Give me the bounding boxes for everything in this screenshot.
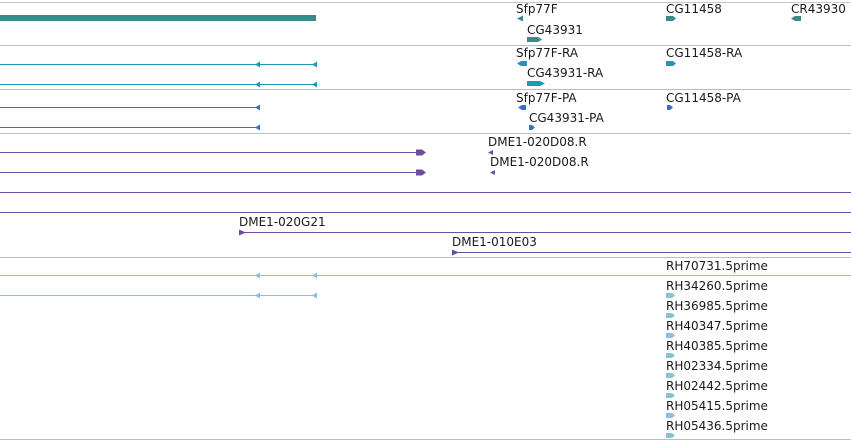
cdna-track: RH70731.5prime RH34260.5prime RH36985.5p… [0, 259, 851, 438]
transcript-exon-marker [312, 81, 317, 88]
cdna-exon-marker [255, 272, 260, 279]
probe-end-marker [416, 149, 426, 156]
probe-end-marker [416, 169, 426, 176]
transcript-label-cg11458-ra: CG11458-RA [666, 46, 743, 60]
cdna-feature[interactable] [666, 393, 675, 398]
protein-feature-cg43931-pa[interactable] [529, 125, 535, 130]
gene-label-cg43931: CG43931 [527, 23, 583, 37]
protein-feature-cg11458-pa[interactable] [667, 105, 673, 110]
transcript-track: Sfp77F-RA CG43931-RA CG11458-RA [0, 46, 743, 88]
gene-track: Sfp77F CG43931 CG11458 CR43930 [0, 2, 846, 42]
protein-label-cg43931-pa: CG43931-PA [529, 111, 605, 125]
probe-label-dme1-020d08-r-2: DME1-020D08.R [490, 155, 589, 169]
cdna-label: RH34260.5prime [666, 279, 768, 293]
cdna-label: RH05436.5prime [666, 419, 768, 433]
protein-feature-sfp77f-pa[interactable] [518, 105, 526, 110]
probe-feature[interactable] [490, 170, 495, 175]
cdna-feature[interactable] [666, 413, 675, 418]
transcript-feature-cg11458-ra[interactable] [666, 61, 676, 66]
probe-label-dme1-010e03: DME1-010E03 [452, 235, 537, 249]
protein-track: Sfp77F-PA CG43931-PA CG11458-PA [0, 91, 742, 131]
cdna-exon-marker [255, 292, 260, 299]
protein-exon-marker [255, 124, 260, 131]
cdna-exon-marker [312, 292, 317, 299]
gene-feature-cg11458[interactable] [666, 16, 676, 21]
transcript-exon-marker [255, 61, 260, 68]
gene-label-sfp77f: Sfp77F [516, 2, 558, 16]
cdna-label: RH05415.5prime [666, 399, 768, 413]
gene-feature-cr43930[interactable] [791, 16, 801, 21]
gene-label-cg11458: CG11458 [666, 2, 722, 16]
probe-label-dme1-020g21: DME1-020G21 [239, 215, 326, 229]
transcript-label-sfp77f-ra: Sfp77F-RA [516, 46, 579, 60]
cdna-feature[interactable] [666, 353, 675, 358]
gene-feature[interactable] [0, 15, 316, 21]
cdna-label: RH02442.5prime [666, 379, 768, 393]
probe-start-marker [452, 249, 459, 256]
gene-feature-cg43931[interactable] [527, 37, 542, 42]
cdna-label: RH40385.5prime [666, 339, 768, 353]
cdna-exon-marker [312, 272, 317, 279]
cdna-feature[interactable] [666, 293, 675, 298]
gene-feature-sfp77f[interactable] [517, 15, 523, 22]
protein-label-sfp77f-pa: Sfp77F-PA [516, 91, 577, 105]
probe-track: DME1-020D08.R DME1-020D08.R DME1-020G21 … [0, 135, 851, 256]
cdna-feature[interactable] [666, 333, 675, 338]
protein-exon-marker [255, 104, 260, 111]
probe-label-dme1-020d08-r: DME1-020D08.R [488, 135, 587, 149]
cdna-feature[interactable] [666, 373, 675, 378]
cdna-label: RH02334.5prime [666, 359, 768, 373]
protein-label-cg11458-pa: CG11458-PA [666, 91, 742, 105]
probe-feature[interactable] [488, 150, 493, 155]
cdna-label: RH40347.5prime [666, 319, 768, 333]
transcript-feature-sfp77f-ra[interactable] [517, 61, 527, 66]
transcript-feature-cg43931-ra[interactable] [527, 81, 545, 86]
transcript-label-cg43931-ra: CG43931-RA [527, 66, 604, 80]
cdna-feature[interactable] [666, 313, 675, 318]
gene-label-cr43930: CR43930 [791, 2, 846, 16]
cdna-label: RH36985.5prime [666, 299, 768, 313]
cdna-label: RH70731.5prime [666, 259, 768, 273]
cdna-feature[interactable] [666, 433, 675, 438]
probe-start-marker [239, 229, 246, 236]
transcript-exon-marker [255, 81, 260, 88]
transcript-exon-marker [312, 61, 317, 68]
